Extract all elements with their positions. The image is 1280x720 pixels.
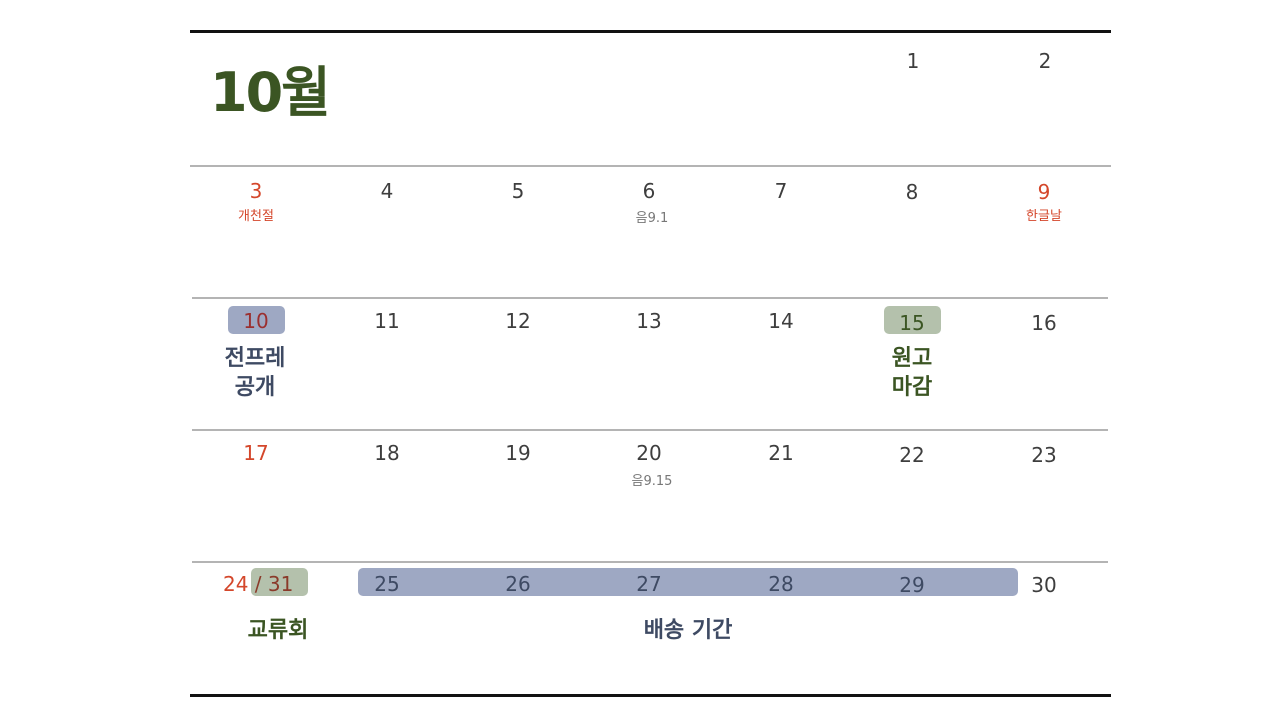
day-14: 14	[768, 309, 794, 333]
day-23: 23	[1031, 443, 1057, 467]
top-rule	[190, 30, 1111, 33]
day-15: 15	[899, 311, 925, 335]
holiday-label-3: 개천절	[238, 209, 274, 224]
day-10: 10	[243, 309, 269, 333]
row-divider	[192, 297, 1108, 299]
event-shipping-period: 배송 기간	[643, 618, 733, 643]
day-3: 3	[249, 179, 263, 203]
day-1: 1	[906, 49, 920, 73]
day-7: 7	[774, 179, 788, 203]
event-deadline-line2: 마감	[891, 375, 933, 400]
day-11: 11	[374, 309, 400, 333]
date-separator: /	[248, 572, 268, 596]
day-9: 9	[1037, 180, 1051, 204]
row-divider	[190, 165, 1111, 167]
day-26: 26	[505, 572, 531, 596]
day-29: 29	[899, 573, 925, 597]
day-4: 4	[380, 179, 394, 203]
day-31-highlight	[251, 568, 308, 596]
day-12: 12	[505, 309, 531, 333]
day-17: 17	[243, 441, 269, 465]
day-2: 2	[1038, 49, 1052, 73]
day-25: 25	[374, 572, 400, 596]
lunar-date-6: 음9.1	[635, 211, 669, 226]
shipping-period-bar	[358, 568, 1018, 596]
row-divider	[192, 429, 1108, 431]
day-24-31: 24 / 31	[223, 571, 293, 597]
day-6: 6	[642, 179, 656, 203]
day-15-highlight	[884, 306, 941, 334]
month-title: 10월	[210, 61, 331, 124]
day-28: 28	[768, 572, 794, 596]
day-13: 13	[636, 309, 662, 333]
row-divider	[192, 561, 1108, 563]
day-21: 21	[768, 441, 794, 465]
day-22: 22	[899, 443, 925, 467]
event-deadline-line1: 원고	[891, 346, 933, 371]
bottom-rule	[190, 694, 1111, 697]
day-18: 18	[374, 441, 400, 465]
day-30: 30	[1031, 573, 1057, 597]
day-8: 8	[905, 180, 919, 204]
day-24: 24	[223, 572, 249, 596]
day-16: 16	[1031, 311, 1057, 335]
event-jeonpre-line1: 전프레	[224, 346, 286, 371]
day-31: 31	[267, 572, 294, 596]
event-meetup: 교류회	[247, 618, 309, 643]
day-19: 19	[505, 441, 531, 465]
day-5: 5	[511, 179, 525, 203]
lunar-date-20: 음9.15	[631, 474, 673, 489]
day-20: 20	[636, 441, 662, 465]
holiday-label-9: 한글날	[1026, 209, 1062, 224]
day-10-highlight	[228, 306, 285, 334]
event-jeonpre-line2: 공개	[234, 375, 276, 400]
day-27: 27	[636, 572, 662, 596]
